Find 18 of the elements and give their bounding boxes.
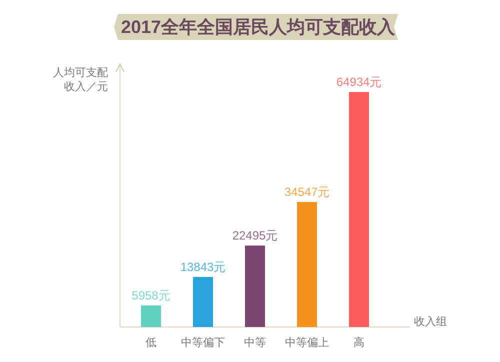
bar (245, 246, 265, 327)
bar (193, 276, 213, 327)
bar (141, 305, 161, 327)
chart-title: 2017全年全国居民人均可支配收入 (120, 17, 396, 37)
x-tick-label: 高 (354, 336, 364, 349)
bar (349, 92, 369, 327)
y-axis-title: 人均可支配收入／元 (53, 66, 108, 93)
bar (297, 202, 317, 327)
data-label: 64934元 (336, 75, 382, 89)
data-label: 22495元 (232, 228, 278, 243)
x-axis-title: 收入组 (414, 315, 447, 328)
x-tick-label: 中等偏上 (285, 336, 329, 349)
data-label: 34547元 (284, 184, 330, 199)
x-tick-label: 中等偏下 (181, 336, 225, 349)
x-tick-label: 中等 (244, 336, 266, 349)
x-tick-label: 低 (146, 337, 156, 349)
data-label: 5958元 (132, 288, 170, 302)
data-label: 13843元 (180, 260, 226, 274)
